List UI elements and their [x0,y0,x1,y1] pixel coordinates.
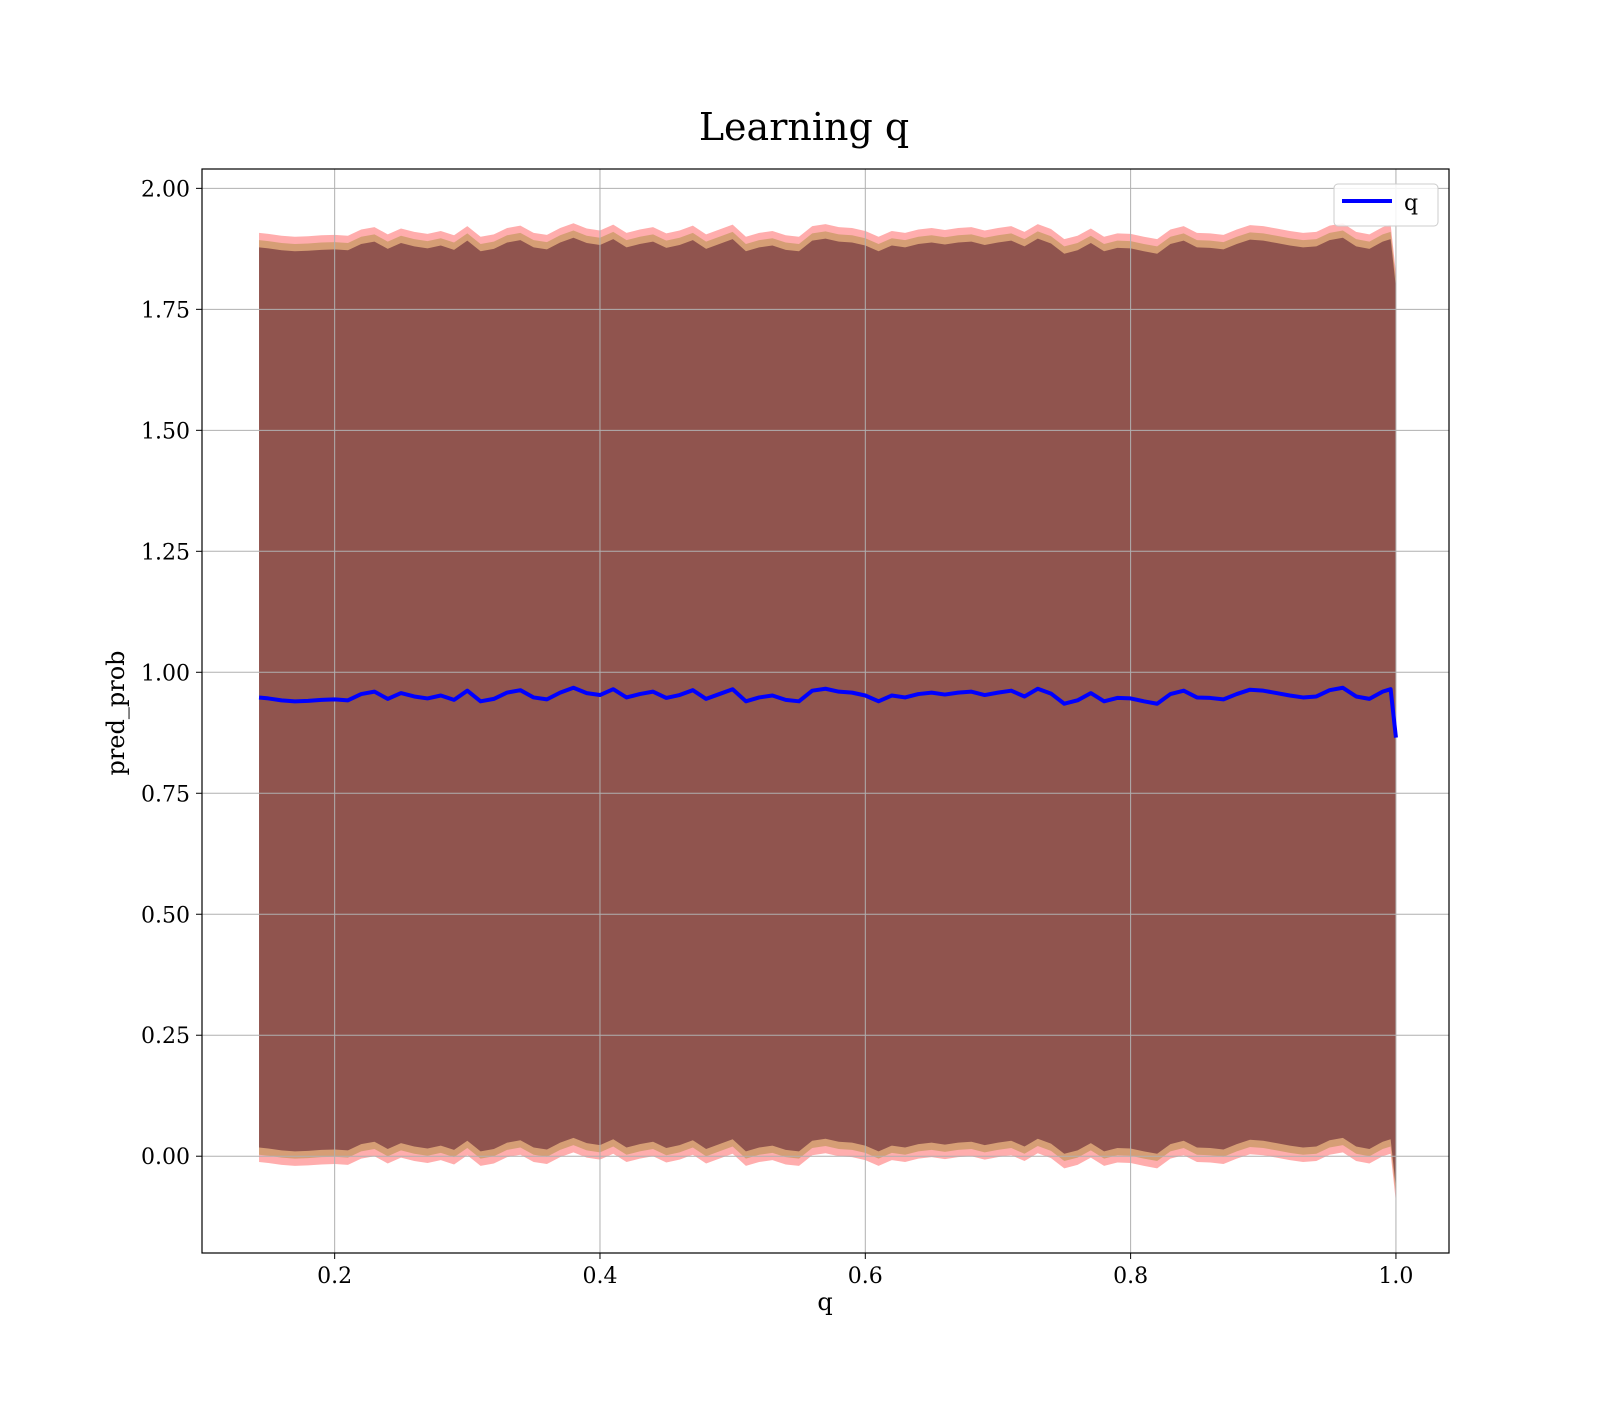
grid-lines [202,169,1449,1253]
y-axis-label: pred_prob [102,650,130,775]
x-tick-label: 0.2 [317,1264,352,1289]
plot-frame [201,168,1450,1254]
x-tick-label: 0.4 [582,1264,617,1289]
legend-label-q: q [1404,191,1418,216]
y-tick-label: 0.50 [141,903,190,928]
legend-box [1333,183,1439,227]
legend: q [1333,183,1439,227]
y-tick-label: 1.75 [141,298,190,323]
y-tick-label: 1.00 [141,661,190,686]
y-axis-ticks: 0.00 0.25 0.50 0.75 1.00 1.25 1.50 1.75 2.00 [141,177,202,1170]
x-axis-label: q [817,1288,832,1316]
x-tick-label: 0.6 [848,1264,883,1289]
y-tick-label: 1.25 [141,540,190,565]
x-tick-label: 1.0 [1378,1264,1413,1289]
confidence-bands [259,223,1396,1203]
y-tick-label: 2.00 [141,177,190,202]
series-lines [258,685,1398,738]
y-tick-label: 0.00 [141,1145,190,1170]
x-tick-label: 0.8 [1113,1264,1148,1289]
y-tick-label: 0.25 [141,1024,190,1049]
chart-title: Learning q [699,105,909,149]
y-tick-label: 1.50 [141,419,190,444]
x-axis-ticks: 0.2 0.4 0.6 0.8 1.0 [317,1253,1413,1289]
series-line-q [258,685,1398,738]
y-tick-label: 0.75 [141,782,190,807]
confidence-band-2 [259,237,1396,1188]
